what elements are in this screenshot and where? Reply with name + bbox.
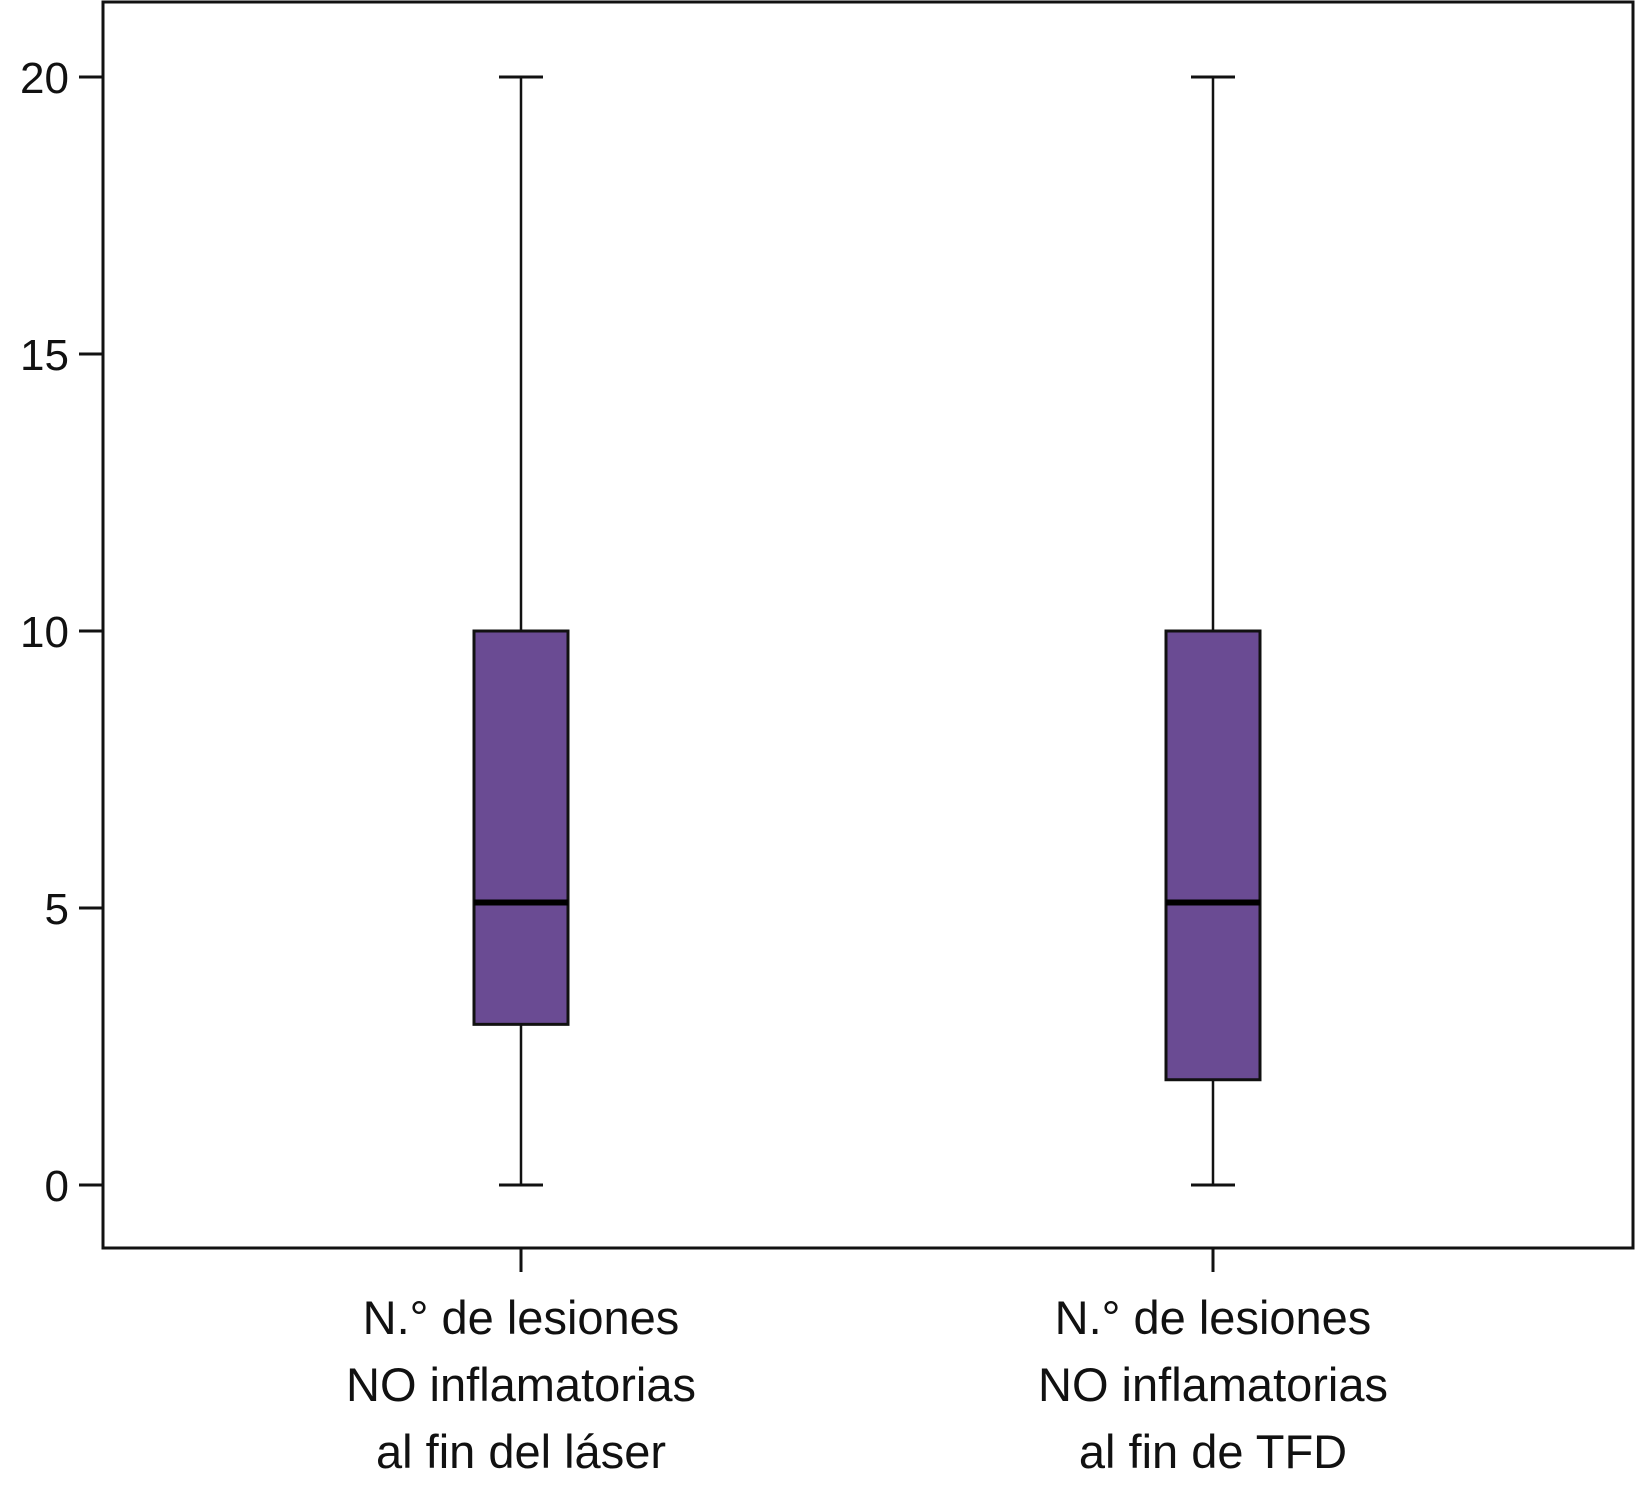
y-tick-label: 10 <box>20 608 69 657</box>
x-category-label: al fin de TFD <box>1079 1425 1347 1478</box>
x-category-label: N.° de lesiones <box>1055 1291 1372 1344</box>
x-axis: N.° de lesiones NO inflamatorias al fin de… <box>346 1248 1388 1478</box>
iqr-box <box>472 629 570 1026</box>
y-tick-label: 5 <box>45 885 69 934</box>
box-1 <box>472 75 570 1187</box>
box-2 <box>1164 75 1262 1187</box>
y-axis: 0 5 10 15 20 <box>20 54 103 1211</box>
boxes <box>472 75 1262 1187</box>
y-tick-label: 20 <box>20 54 69 103</box>
iqr-box <box>1164 629 1262 1082</box>
x-category-label: N.° de lesiones <box>363 1291 680 1344</box>
x-category-label: NO inflamatorias <box>346 1358 696 1411</box>
x-category-label: NO inflamatorias <box>1038 1358 1388 1411</box>
y-tick-label: 15 <box>20 331 69 380</box>
y-tick-label: 0 <box>45 1162 69 1211</box>
plot-frame <box>101 0 1635 1250</box>
x-category-label: al fin del láser <box>376 1425 666 1478</box>
